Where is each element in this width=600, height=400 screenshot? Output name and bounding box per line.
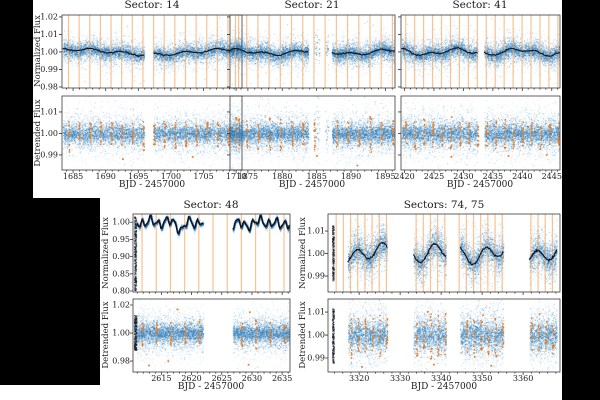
xlabel-bjd-s41: BJD - 2457000 [446,180,514,190]
ylabel-normalized-flux-s74: Normalized Flux [297,217,308,289]
xlabel-bjd-s21: BJD - 2457000 [278,180,346,190]
xlabel-bjd-s74: BJD - 2457000 [410,382,478,392]
ylabel-detrended-flux-s48: Detrended Flux [100,301,111,369]
title-sector-14: Sector: 14 [124,0,180,11]
ylabel-normalized-flux-s14: Normalized Flux [32,15,43,87]
ylabel-detrended-flux-s14: Detrended Flux [32,99,43,167]
xlabel-bjd-s14: BJD - 2457000 [118,180,186,190]
ylabel-detrended-flux-s74: Detrended Flux [297,301,308,369]
xlabel-bjd-s48: BJD - 2457000 [177,382,245,392]
title-sector-48: Sector: 48 [183,199,239,211]
title-sector-41: Sector: 41 [452,0,508,11]
ylabel-normalized-flux-s48: Normalized Flux [100,217,111,289]
title-sectors-74-75: Sectors: 74, 75 [403,199,485,211]
title-sector-21: Sector: 21 [284,0,340,11]
